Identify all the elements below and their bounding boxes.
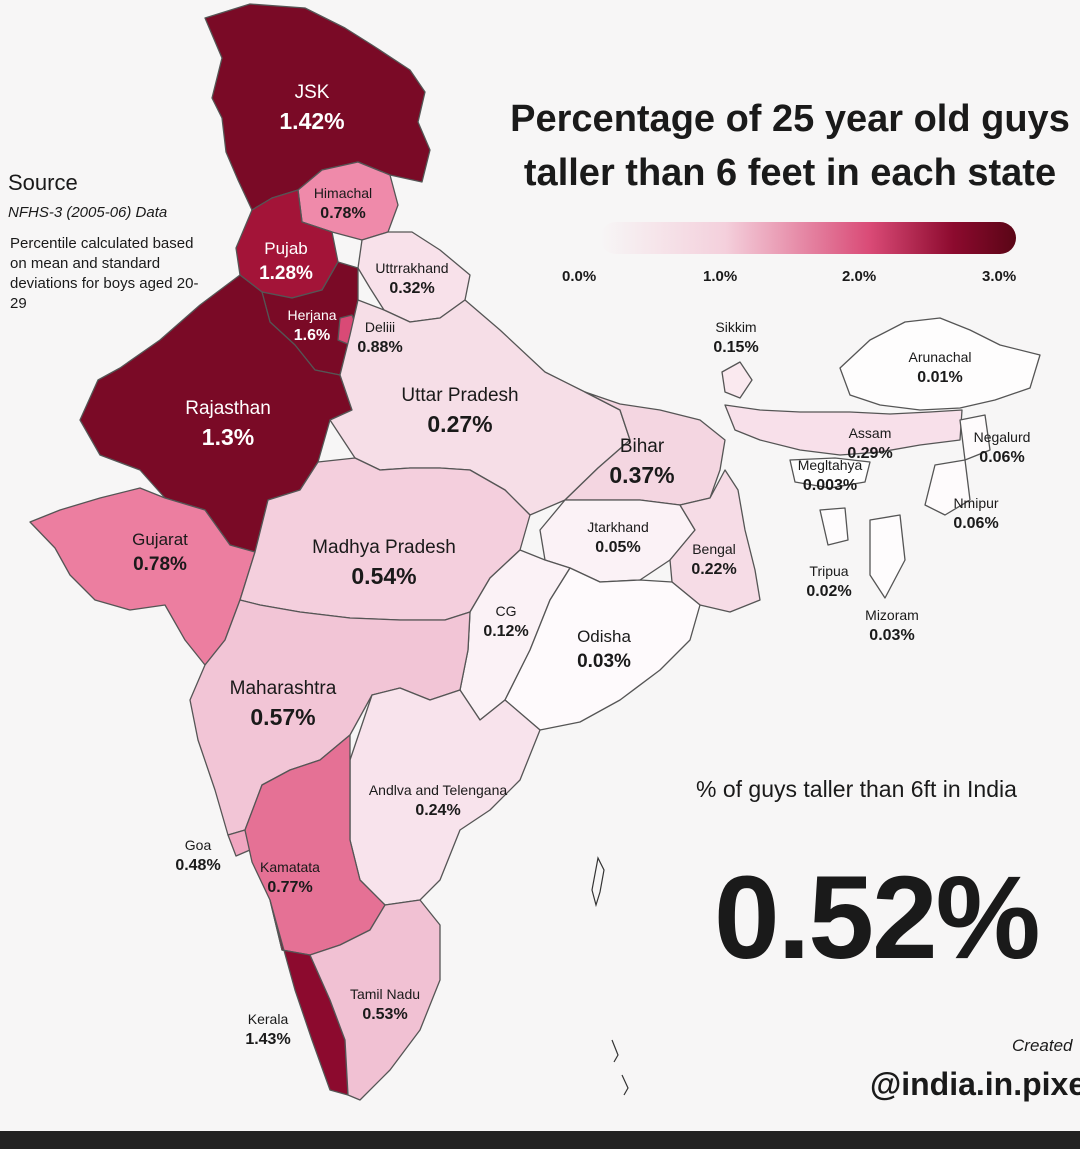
state-label: Uttar Pradesh 0.27% [401, 385, 519, 437]
state-label: Odisha 0.03% [577, 627, 631, 672]
source-note: Percentile calculated based on mean and … [10, 235, 199, 312]
state-meghalaya [789, 457, 871, 489]
legend-tick: 1.0% [703, 268, 738, 285]
state-label: Bihar 0.37% [609, 436, 675, 488]
state-label: Deliii 0.88% [357, 319, 403, 356]
title-line-1: Percentage of 25 year old guys [510, 98, 1070, 140]
state-label: Uttrrakhand 0.32% [375, 260, 449, 297]
state-label: Assam 0.29% [847, 425, 893, 462]
state-manipur [924, 459, 971, 516]
state-label: Maharashtra 0.57% [229, 678, 337, 730]
state-label: CG 0.12% [483, 603, 529, 640]
state-tamil-nadu [309, 899, 441, 1101]
state-label: JSK 1.42% [279, 82, 345, 134]
source-heading: Source [8, 170, 78, 195]
legend-gradient-bar [600, 222, 1016, 254]
state-label: Mizoram 0.03% [865, 607, 919, 644]
state-bengal [669, 469, 761, 613]
state-label: Goa 0.48% [175, 837, 221, 874]
legend-tick: 2.0% [842, 268, 877, 285]
state-tripura [819, 507, 849, 546]
state-label: Nmipur 0.06% [953, 495, 999, 532]
state-sikkim [721, 361, 753, 399]
legend-tick: 0.0% [562, 268, 597, 285]
state-label: Sikkim 0.15% [713, 319, 759, 356]
created-credit: Created [1012, 1036, 1073, 1055]
state-arunachal [839, 317, 1041, 411]
state-label: Arunachal 0.01% [908, 349, 972, 386]
state-label: Tripua 0.02% [806, 563, 852, 600]
state-label: Jtarkhand 0.05% [587, 519, 649, 556]
map-title: Percentage of 25 year old guys taller th… [500, 92, 1080, 200]
national-average-value: 0.52% [714, 852, 1041, 984]
nicobar-islands [611, 1039, 629, 1096]
state-assam [724, 404, 963, 456]
state-label: Negalurd 0.06% [973, 429, 1031, 466]
state-up [329, 299, 631, 516]
state-mizoram [869, 514, 906, 599]
state-label: Herjana 1.6% [287, 307, 337, 344]
legend-tick: 3.0% [982, 268, 1017, 285]
state-label: Bengal 0.22% [691, 541, 737, 578]
state-label: Himachal 0.78% [313, 185, 373, 222]
state-label: Madhya Pradesh 0.54% [312, 537, 456, 589]
source-dataset: NFHS-3 (2005-06) Data [8, 204, 168, 221]
state-label: Andlva and Telengana 0.24% [368, 782, 508, 819]
state-jharkhand [539, 499, 696, 583]
state-label: Rajasthan 1.3% [185, 398, 271, 450]
state-label: Pujab 1.28% [259, 239, 313, 284]
state-label: Kamatata 0.77% [260, 859, 320, 896]
state-nagaland [959, 414, 991, 461]
state-label: Kerala 1.43% [245, 1011, 291, 1048]
andaman-islands [591, 856, 605, 908]
title-line-2: taller than 6 feet in each state [523, 152, 1057, 194]
bottom-bar [0, 1131, 1080, 1149]
state-label: Tamil Nadu 0.53% [349, 986, 421, 1023]
national-average-label: % of guys taller than 6ft in India [696, 776, 1017, 802]
state-label: Megltahya 0.003% [797, 457, 863, 494]
state-label: Gujarat 0.78% [132, 530, 188, 575]
author-handle: @india.in.pixe [870, 1066, 1080, 1102]
